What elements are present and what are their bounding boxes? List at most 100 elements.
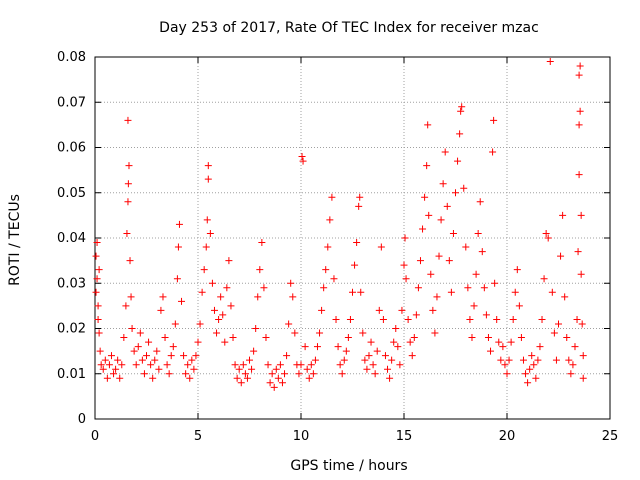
data-point	[299, 157, 307, 165]
data-point	[124, 116, 132, 124]
data-point	[458, 103, 466, 111]
data-point	[270, 383, 278, 391]
data-point	[487, 347, 495, 355]
data-point	[227, 302, 235, 310]
data-point	[480, 284, 488, 292]
data-point	[262, 334, 270, 342]
data-point	[534, 356, 542, 364]
data-point	[153, 347, 161, 355]
data-point	[173, 275, 181, 283]
data-point	[561, 293, 569, 301]
y-axis-ticks: 0 0.01 0.02 0.03 0.04 0.05 0.06 0.07 0.08	[57, 50, 610, 427]
data-point	[182, 370, 190, 378]
data-point	[524, 379, 532, 387]
data-point	[128, 325, 136, 332]
data-point	[441, 148, 449, 156]
data-point	[530, 361, 538, 369]
data-point	[573, 315, 581, 323]
data-point	[138, 356, 146, 364]
data-point	[332, 315, 340, 323]
data-point	[215, 315, 223, 323]
data-point	[365, 352, 373, 360]
data-point	[507, 338, 515, 346]
data-point	[184, 361, 192, 369]
data-point	[330, 275, 338, 283]
data-point	[515, 302, 523, 310]
data-point	[503, 370, 511, 378]
y-tick-label: 0.01	[57, 367, 86, 382]
data-point	[536, 343, 544, 351]
data-point	[574, 248, 582, 256]
data-point	[509, 315, 517, 323]
data-point	[548, 288, 556, 296]
data-point	[283, 352, 291, 360]
data-point	[208, 279, 216, 287]
data-point	[248, 365, 256, 373]
data-point	[457, 107, 465, 115]
data-point	[175, 220, 183, 228]
data-point	[532, 374, 540, 382]
data-point	[313, 343, 321, 351]
data-point	[174, 243, 182, 251]
data-point	[221, 338, 229, 346]
data-point	[206, 229, 214, 237]
data-point	[443, 202, 451, 210]
data-point	[272, 365, 280, 373]
data-point	[419, 225, 427, 233]
data-point	[295, 370, 303, 378]
data-point	[571, 343, 579, 351]
data-point	[439, 180, 447, 188]
data-point	[145, 338, 153, 346]
data-point	[427, 270, 435, 278]
data-point	[511, 288, 519, 296]
y-tick-label: 0	[78, 412, 86, 427]
data-point	[482, 311, 490, 319]
data-point	[107, 352, 115, 360]
data-point	[338, 370, 346, 378]
data-point	[126, 257, 134, 265]
data-point	[476, 198, 484, 206]
data-point	[342, 347, 350, 355]
data-point	[429, 306, 437, 314]
data-point	[118, 361, 126, 369]
data-point	[381, 352, 389, 360]
data-point	[433, 293, 441, 301]
data-point	[528, 352, 536, 360]
data-point	[203, 216, 211, 224]
data-point	[94, 302, 102, 310]
data-point	[297, 361, 305, 369]
grid-lines	[95, 57, 610, 419]
data-point	[410, 334, 418, 342]
data-point	[252, 325, 260, 332]
data-point	[116, 374, 124, 382]
data-point	[490, 116, 498, 124]
data-point	[400, 261, 408, 269]
data-point	[250, 347, 258, 355]
data-point	[375, 306, 383, 314]
data-point	[577, 211, 585, 219]
data-point	[110, 370, 118, 378]
data-point	[303, 365, 311, 373]
data-point	[544, 234, 552, 242]
data-point	[452, 189, 459, 197]
data-point	[577, 270, 585, 278]
data-point	[165, 370, 173, 378]
data-point	[213, 329, 221, 337]
data-point	[344, 334, 352, 342]
data-point	[246, 356, 253, 364]
data-point	[379, 315, 387, 323]
data-point	[260, 284, 268, 292]
data-point	[576, 107, 584, 115]
data-point	[497, 356, 505, 364]
data-point	[178, 297, 186, 305]
data-point	[423, 162, 431, 170]
data-point	[274, 374, 282, 382]
data-point	[377, 243, 385, 251]
data-point	[431, 329, 439, 337]
data-point	[180, 352, 188, 360]
data-point	[204, 162, 212, 170]
data-point	[542, 229, 550, 237]
data-point	[151, 356, 159, 364]
data-point	[194, 338, 202, 346]
data-point	[466, 315, 474, 323]
